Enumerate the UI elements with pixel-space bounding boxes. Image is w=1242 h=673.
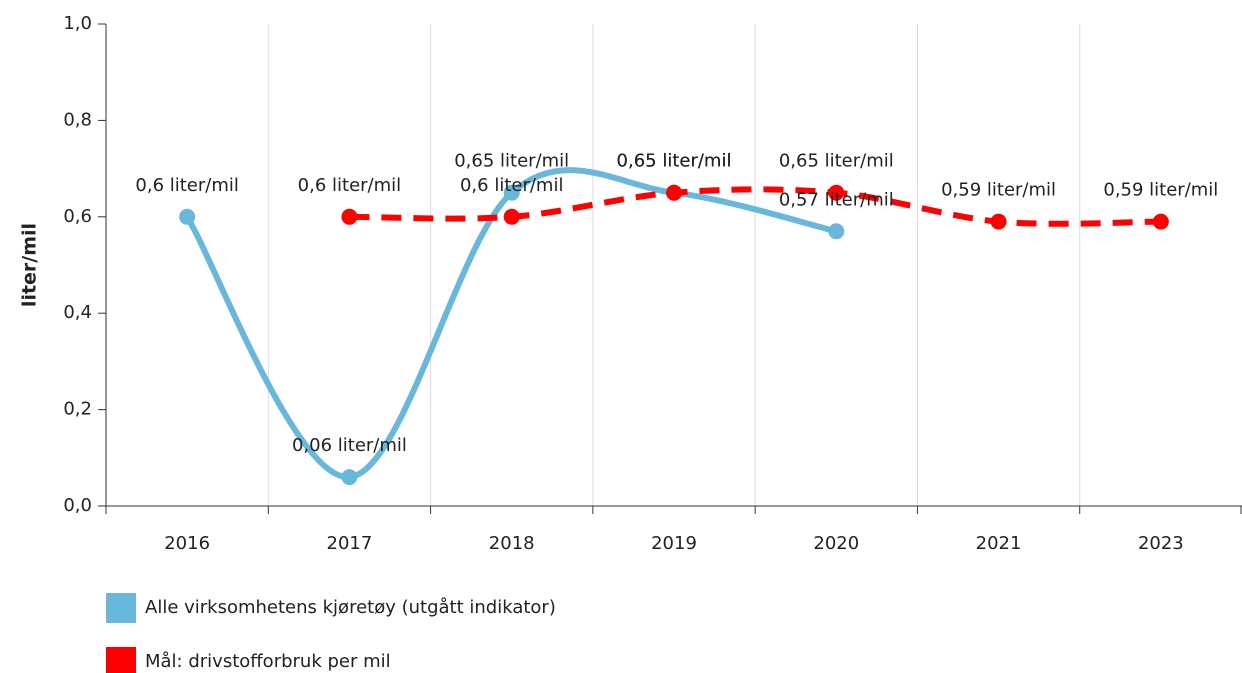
y-tick-label: 0,6 bbox=[63, 206, 92, 227]
data-point bbox=[828, 184, 845, 201]
y-tick-label: 0,8 bbox=[63, 109, 92, 130]
data-label: 0,6 liter/mil bbox=[298, 175, 401, 196]
data-label: 0,6 liter/mil bbox=[135, 175, 238, 196]
legend-swatch bbox=[106, 647, 136, 673]
y-tick-label: 0,2 bbox=[63, 399, 92, 420]
series-line bbox=[184, 167, 837, 481]
legend-label: Mål: drivstofforbruk per mil bbox=[145, 651, 391, 672]
data-point bbox=[666, 184, 682, 201]
x-tick-label: 2018 bbox=[489, 533, 535, 554]
data-point bbox=[503, 208, 520, 225]
series-line bbox=[349, 186, 1161, 227]
legend-label: Alle virksomhetens kjøretøy (utgått indi… bbox=[145, 597, 556, 618]
data-label: 0,65 liter/mil bbox=[454, 151, 569, 172]
data-label: 0,59 liter/mil bbox=[941, 180, 1056, 201]
y-tick-label: 0,4 bbox=[63, 302, 92, 323]
data-point bbox=[341, 208, 358, 225]
data-label: 0,57 liter/mil bbox=[779, 189, 894, 210]
data-label: 0,65 liter/mil bbox=[617, 151, 732, 172]
data-label: 0,59 liter/mil bbox=[1103, 180, 1218, 201]
legend-swatch bbox=[106, 593, 136, 623]
y-axis-label: liter/mil bbox=[19, 223, 41, 307]
y-tick-label: 0,0 bbox=[63, 495, 92, 516]
x-tick-label: 2020 bbox=[813, 533, 859, 554]
x-tick-label: 2016 bbox=[164, 533, 210, 554]
data-point bbox=[1152, 213, 1169, 230]
x-tick-label: 2023 bbox=[1138, 533, 1184, 554]
data-point bbox=[179, 208, 196, 225]
data-label: 0,65 liter/mil bbox=[779, 151, 894, 172]
x-tick-label: 2017 bbox=[327, 533, 373, 554]
data-point bbox=[503, 184, 520, 201]
y-tick-label: 1,0 bbox=[63, 13, 92, 34]
data-point bbox=[990, 213, 1007, 230]
x-tick-label: 2021 bbox=[976, 533, 1022, 554]
data-point bbox=[341, 469, 358, 486]
x-tick-label: 2019 bbox=[651, 533, 697, 554]
data-point bbox=[828, 223, 845, 240]
data-label: 0,6 liter/mil bbox=[460, 175, 563, 196]
data-label: 0,06 liter/mil bbox=[292, 435, 407, 456]
data-label: 0,65 liter/mil bbox=[617, 151, 732, 172]
